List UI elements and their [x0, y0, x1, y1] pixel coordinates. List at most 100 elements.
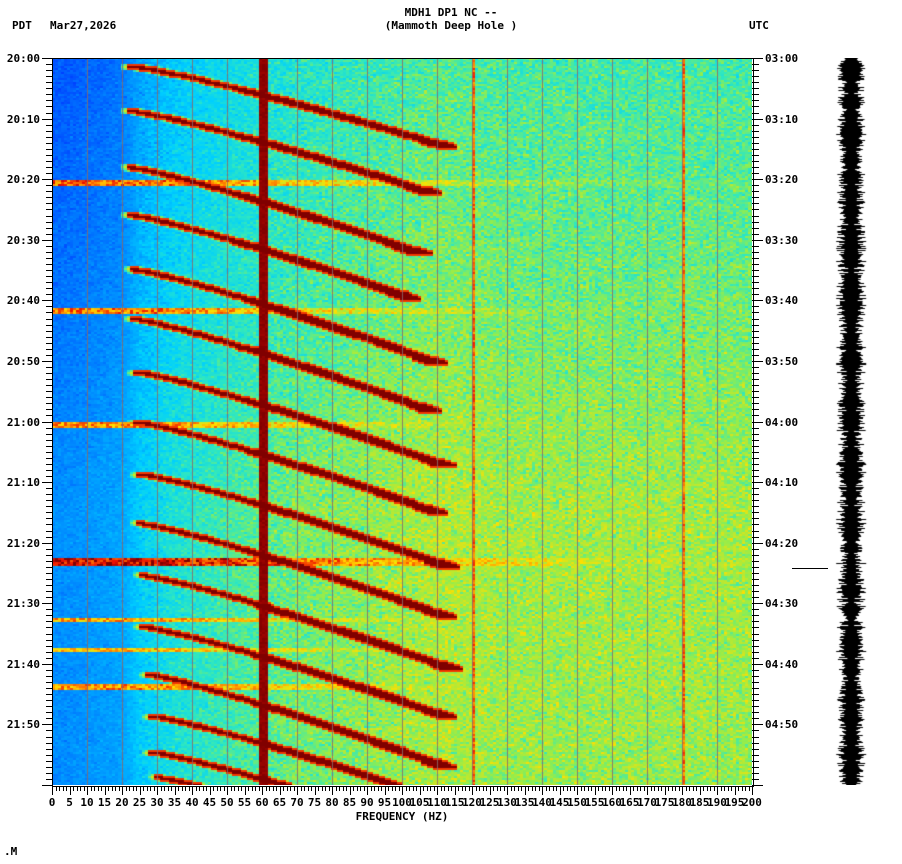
time-tick-major — [42, 179, 53, 181]
time-tick-major — [42, 542, 53, 544]
freq-tick-minor — [276, 786, 277, 791]
time-tick-label: 03:50 — [765, 354, 799, 368]
freq-tick-label: 20 — [115, 796, 129, 809]
time-tick-minor — [752, 336, 759, 338]
time-tick-label: 04:20 — [765, 536, 799, 550]
freq-tick-minor — [199, 786, 200, 791]
freq-tick-minor — [587, 786, 589, 791]
freq-tick-minor — [552, 786, 554, 791]
time-tick-minor — [752, 772, 759, 774]
time-tick-minor — [46, 185, 53, 187]
time-tick-minor — [752, 251, 759, 253]
helicorder-trace-canvas — [820, 58, 880, 785]
freq-tick-label: 200 — [742, 796, 762, 809]
time-tick-minor — [46, 748, 53, 750]
freq-tick-minor — [251, 786, 253, 791]
freq-tick-minor — [668, 786, 669, 791]
freq-tick-minor — [328, 786, 330, 791]
freq-tick-minor — [185, 786, 186, 791]
time-tick-minor — [752, 736, 759, 738]
freq-tick-major — [454, 786, 456, 795]
freq-tick-minor — [720, 786, 722, 791]
freq-tick-minor — [570, 786, 571, 791]
time-tick-minor — [752, 173, 759, 175]
freq-tick-minor — [601, 786, 603, 791]
time-tick-minor — [752, 500, 759, 502]
time-tick-label: 03:30 — [765, 233, 799, 247]
time-tick-minor — [46, 675, 53, 677]
time-tick-minor — [46, 100, 53, 102]
timezone-label-right: UTC — [749, 19, 769, 32]
freq-tick-major — [594, 786, 596, 795]
freq-tick-minor — [321, 786, 323, 791]
freq-tick-label: 175 — [654, 796, 675, 809]
freq-tick-label: 40 — [185, 796, 199, 809]
freq-tick-minor — [76, 786, 78, 791]
time-tick-minor — [46, 682, 53, 683]
time-tick-major — [42, 360, 53, 362]
freq-tick-minor — [475, 786, 477, 791]
freq-tick-minor — [706, 786, 708, 791]
time-tick-label: 20:00 — [6, 52, 40, 65]
freq-tick-minor — [108, 786, 109, 791]
freq-tick-minor — [55, 786, 57, 791]
time-tick-label: 21:10 — [6, 476, 40, 490]
time-tick-minor — [46, 354, 53, 356]
freq-tick-label: 135 — [514, 796, 535, 809]
time-axis-pdt: 20:00 20:10 20:20 20:30 20:40 20:50 21:00 21:10… — [7, 53, 53, 786]
time-tick-minor — [46, 312, 53, 314]
frequency-axis-title: FREQUENCY (HZ) — [355, 810, 449, 823]
time-tick-minor — [752, 167, 759, 169]
time-tick-minor — [752, 766, 759, 768]
freq-tick-minor — [143, 786, 144, 791]
time-tick-minor — [752, 778, 759, 780]
time-tick-label: 03:10 — [765, 112, 799, 126]
time-tick-minor — [752, 82, 759, 84]
freq-tick-major — [419, 786, 421, 795]
time-tick-minor — [46, 536, 53, 538]
time-tick-minor — [46, 257, 53, 259]
freq-tick-major — [209, 786, 211, 795]
freq-tick-minor — [486, 786, 487, 791]
time-tick-minor — [46, 263, 53, 265]
time-tick-label: 04:10 — [765, 476, 799, 490]
freq-tick-label: 130 — [497, 796, 517, 809]
freq-tick-minor — [391, 786, 393, 791]
time-tick-minor — [752, 548, 759, 550]
time-tick-minor — [46, 70, 53, 72]
time-tick-minor — [46, 306, 53, 308]
time-tick-minor — [46, 512, 53, 514]
time-tick-minor — [46, 348, 53, 350]
freq-tick-minor — [164, 786, 165, 791]
time-tick-minor — [752, 209, 759, 211]
freq-tick-label: 100 — [392, 796, 412, 809]
time-tick-minor — [752, 142, 759, 144]
freq-tick-major — [559, 786, 561, 795]
time-tick-minor — [752, 324, 759, 326]
time-tick-minor — [46, 88, 53, 90]
freq-tick-minor — [59, 786, 60, 791]
time-tick-minor — [752, 397, 759, 399]
time-tick-label: 03:40 — [765, 294, 799, 308]
time-tick-minor — [46, 391, 53, 393]
time-tick-minor — [752, 554, 759, 556]
time-tick-minor — [46, 427, 53, 429]
freq-tick-minor — [94, 786, 95, 791]
freq-tick-major — [437, 786, 438, 795]
spectrogram-plot[interactable] — [52, 58, 752, 785]
freq-tick-minor — [360, 786, 361, 791]
freq-tick-major — [752, 786, 753, 795]
freq-tick-label: 30 — [150, 796, 164, 809]
time-tick-minor — [46, 318, 53, 320]
freq-tick-minor — [563, 786, 564, 791]
freq-tick-minor — [713, 786, 715, 791]
time-tick-minor — [752, 609, 759, 611]
freq-tick-minor — [689, 786, 690, 791]
freq-tick-minor — [748, 786, 750, 791]
time-tick-minor — [46, 415, 53, 417]
freq-tick-minor — [206, 786, 207, 791]
time-tick-minor — [752, 518, 759, 520]
time-tick-label: 20:40 — [6, 294, 40, 308]
time-tick-minor — [46, 506, 53, 508]
time-tick-minor — [752, 506, 759, 508]
